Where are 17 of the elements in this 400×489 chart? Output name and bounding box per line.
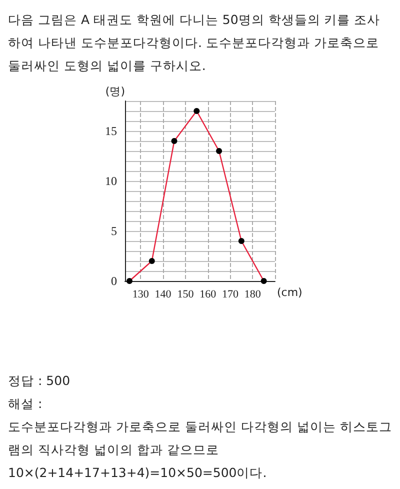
chart-title: 다음 그림은 A 태권도 학원에 다니는 50명의 학생들의 키를 조사하여 나타낸 도수분포다각형이다. 도수분포다각형과 가로축으로 둘러싸인 도형의 넓이를 구하시오. xyxy=(8,11,382,75)
x-axis-title: (cm) xyxy=(277,286,302,299)
x-tick-label: 150 xyxy=(177,288,194,300)
text: 10×(2+14+17+13+4)=10×50=500이다. xyxy=(8,464,268,482)
text: 해설 : xyxy=(8,395,44,413)
text: 도수분포다각형과 가로축으로 둘러싸인 다각형의 넓이는 히스토그램의 직사각형 넓이의 합과 같으므로 xyxy=(8,418,392,459)
x-tick-label: 140 xyxy=(154,288,172,300)
y-tick-label: 15 xyxy=(105,124,117,138)
x-tick-label: 180 xyxy=(244,288,262,300)
y-tick-label: 0 xyxy=(111,274,117,288)
x-tick-label: 130 xyxy=(132,288,150,300)
text: 정답 : 500 xyxy=(8,372,72,390)
x-tick-label: 160 xyxy=(200,288,217,300)
y-tick-label: 10 xyxy=(105,174,117,188)
y-tick-label: 5 xyxy=(111,224,117,238)
x-tick-label: 170 xyxy=(222,288,239,300)
y-axis-title: (명) xyxy=(105,85,125,98)
